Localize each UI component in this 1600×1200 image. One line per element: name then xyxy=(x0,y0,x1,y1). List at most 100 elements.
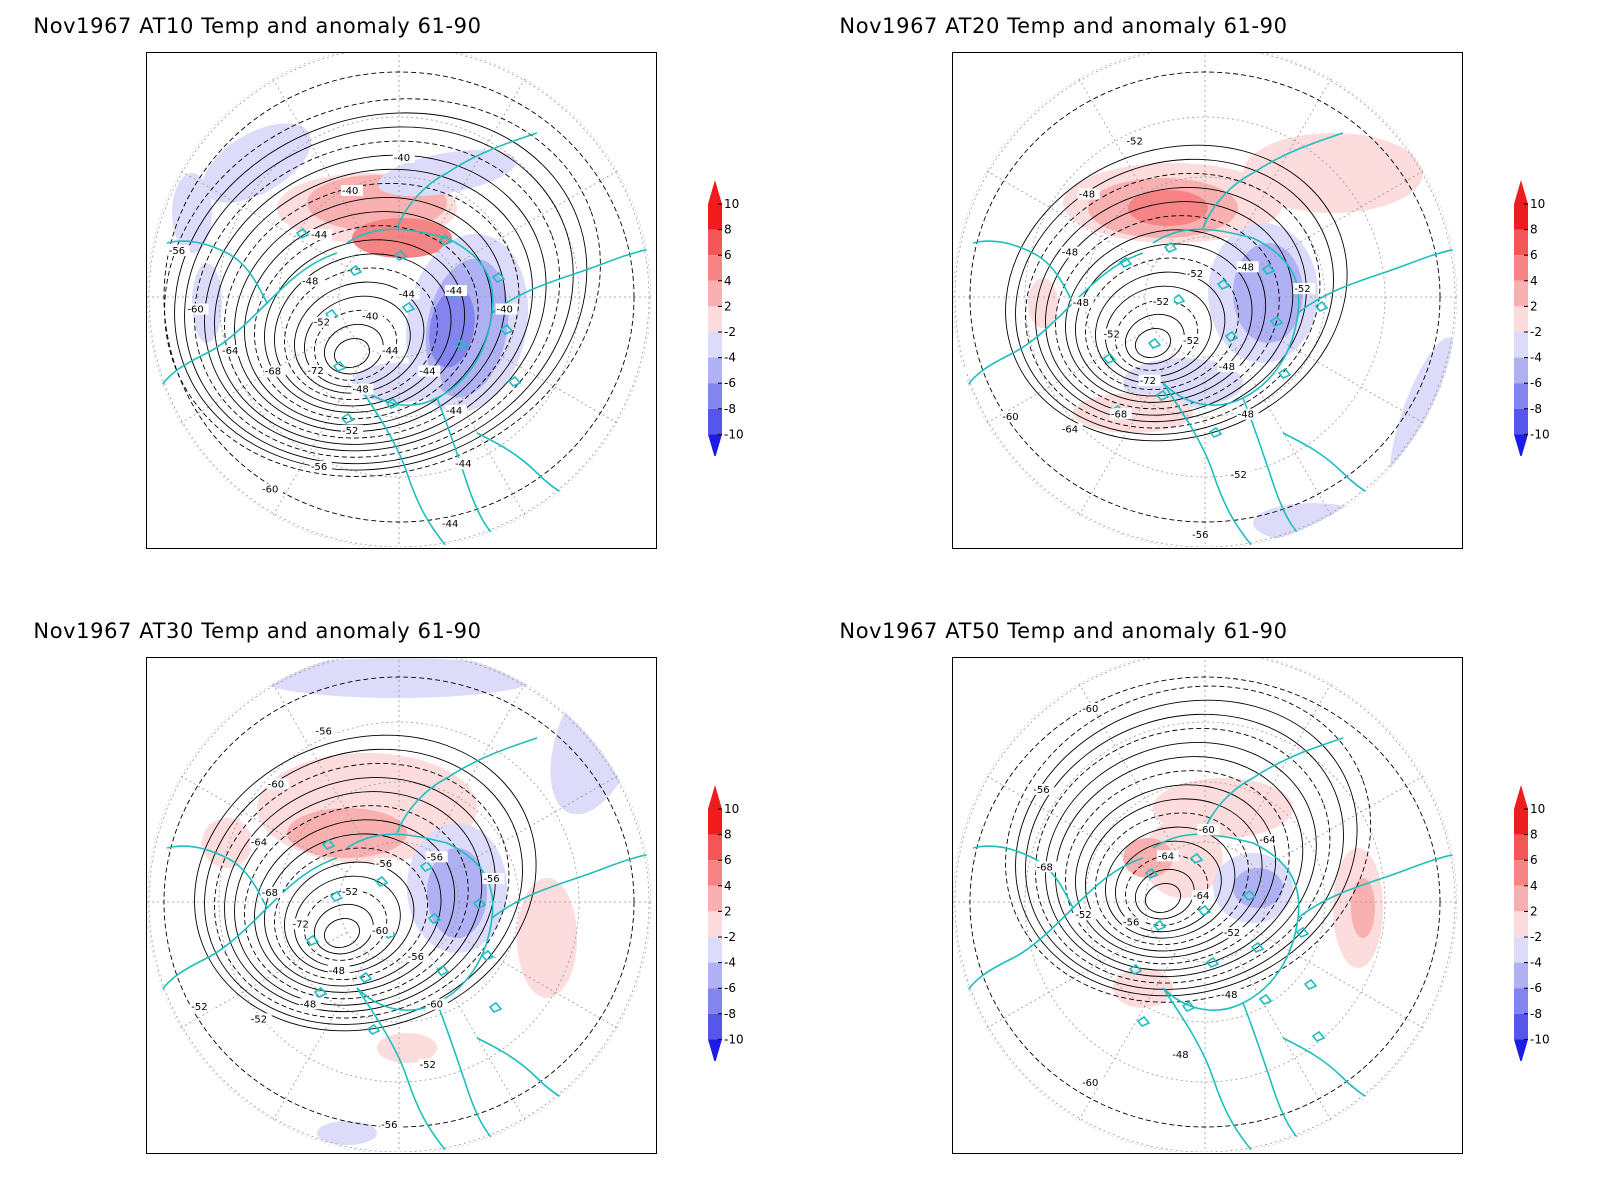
anomaly-colorbar: 10 8 6 4 2 -2 -4 -6 -8 -10 xyxy=(708,781,768,1064)
colorbar-segment xyxy=(708,1013,722,1040)
contour-label: -52 xyxy=(1126,137,1142,148)
contour-label: -68 xyxy=(1111,409,1127,420)
contour-label: -48 xyxy=(1073,298,1089,309)
colorbar-tick-label: 4 xyxy=(1530,274,1538,288)
contour-label: -60 xyxy=(427,1000,443,1011)
contour-label: -56 xyxy=(169,246,185,257)
colorbar-segment xyxy=(1514,408,1528,435)
contour-label: -64 xyxy=(1193,891,1209,902)
contour-label-bg xyxy=(260,886,283,898)
colorbar-tick-label: -10 xyxy=(724,1032,744,1046)
contour-label: -48 xyxy=(1238,262,1254,273)
colorbar-tick-label: -2 xyxy=(1530,325,1542,339)
contour-label: -40 xyxy=(497,305,513,316)
contour-label: -52 xyxy=(342,887,358,898)
colorbar-segment xyxy=(708,988,722,1014)
colorbar-segment xyxy=(708,306,722,332)
contour-label: -60 xyxy=(1082,1078,1098,1089)
contour-label-bg xyxy=(1035,861,1058,873)
contour-label-bg xyxy=(1102,328,1125,340)
contour-label-bg xyxy=(1032,783,1055,795)
anomaly-colorbar: 10 8 6 4 2 -2 -4 -6 -8 -10 xyxy=(1514,781,1574,1064)
anomaly-shading xyxy=(377,1033,437,1063)
contour-label-bg xyxy=(327,964,350,976)
coastline-overlay xyxy=(156,737,651,1152)
colorbar-tick-label: 4 xyxy=(724,879,732,893)
contour-label-bg xyxy=(444,405,467,416)
colorbar-arrow-bottom xyxy=(1514,1039,1528,1064)
colorbar-tick-label: -10 xyxy=(1530,427,1550,441)
contour-label-bg xyxy=(381,345,403,356)
contour-label-bg xyxy=(371,925,393,936)
contour-label-bg xyxy=(1081,1077,1104,1089)
anomaly-shading xyxy=(550,661,644,815)
colorbar-segment xyxy=(1514,834,1528,861)
colorbar-arrow-top xyxy=(708,785,722,809)
anomaly-shading xyxy=(257,658,537,698)
contour-label-bg xyxy=(1125,135,1148,147)
contour-label-bg xyxy=(249,1013,272,1025)
colorbar-segment xyxy=(1514,306,1528,332)
anomaly-shading xyxy=(172,173,212,253)
contour-label-bg xyxy=(340,886,363,898)
contour-label-bg xyxy=(306,365,329,376)
anomaly-colorbar: 10 8 6 4 2 -2 -4 -6 -8 -10 xyxy=(1514,176,1574,459)
contour-label-bg xyxy=(301,275,323,287)
contour-label-bg xyxy=(1185,268,1208,280)
contour-label-bg xyxy=(397,288,420,300)
colorbar-arrow-bottom xyxy=(1514,434,1528,459)
contour-label: -64 xyxy=(251,838,267,849)
anomaly-shading xyxy=(352,218,452,258)
contour-label-bg xyxy=(186,303,209,315)
colorbar-segment xyxy=(708,332,722,358)
colorbar-tick-label: -2 xyxy=(724,325,736,339)
contour-label: -56 xyxy=(381,1120,397,1131)
contour-label: -60 xyxy=(268,779,284,790)
contour-label-bg xyxy=(953,367,967,379)
colorbar-tick-label: -6 xyxy=(1530,981,1542,995)
contour-label: -56 xyxy=(1192,530,1208,541)
colorbar-segment xyxy=(1514,383,1528,409)
contour-label-bg xyxy=(482,873,505,885)
colorbar-tick-label: 2 xyxy=(724,299,732,313)
contour-label-bg xyxy=(221,345,243,356)
anomaly-shading xyxy=(1243,133,1423,213)
panel-title: Nov1967 AT50 Temp and anomaly 61-90 xyxy=(839,619,1288,643)
contour-label: -56 xyxy=(408,952,424,963)
contour-label-bg xyxy=(341,185,363,196)
contour-label-bg xyxy=(1081,702,1104,714)
contour-label-bg xyxy=(167,245,190,256)
contour-label: -48 xyxy=(1062,248,1078,259)
colorbar-segment xyxy=(1514,357,1528,384)
colorbar-segment xyxy=(708,255,722,281)
contour-label: -64 xyxy=(1062,424,1078,435)
temperature-contours xyxy=(969,676,1441,1128)
contour-label-bg xyxy=(392,151,415,163)
contour-label: -56 xyxy=(483,874,499,885)
coastline-overlay xyxy=(156,132,651,547)
contour-label-bg xyxy=(1001,411,1024,423)
colorbar-tick-label: -8 xyxy=(724,1007,736,1021)
contour-label-bg xyxy=(341,425,363,436)
colorbar-tick-label: -4 xyxy=(724,956,736,970)
colorbar-tick-label: 8 xyxy=(1530,828,1538,842)
colorbar-segment xyxy=(1514,204,1528,230)
panel-title: Nov1967 AT20 Temp and anomaly 61-90 xyxy=(839,14,1288,38)
contour-label: -48 xyxy=(1238,410,1254,421)
colorbar-segment xyxy=(708,937,722,963)
colorbar-tick-label: 6 xyxy=(1530,248,1538,262)
contour-label: -52 xyxy=(1183,336,1199,347)
contour-label-bg xyxy=(190,1001,213,1013)
colorbar-segment xyxy=(708,408,722,435)
contour-label: -56 xyxy=(315,727,331,738)
anomaly-shading xyxy=(517,878,577,998)
contour-label: -44 xyxy=(446,406,462,417)
colorbar-segment xyxy=(1514,1013,1528,1040)
temperature-contours xyxy=(163,71,635,523)
colorbar-segment xyxy=(708,229,722,256)
graticule xyxy=(147,53,651,547)
coastline-overlay xyxy=(962,737,1457,1152)
map-panel-at30: Nov1967 AT30 Temp and anomaly 61-90 -60-… xyxy=(0,605,760,1165)
contour-label-bg xyxy=(495,303,518,315)
colorbar-segment xyxy=(708,860,722,886)
